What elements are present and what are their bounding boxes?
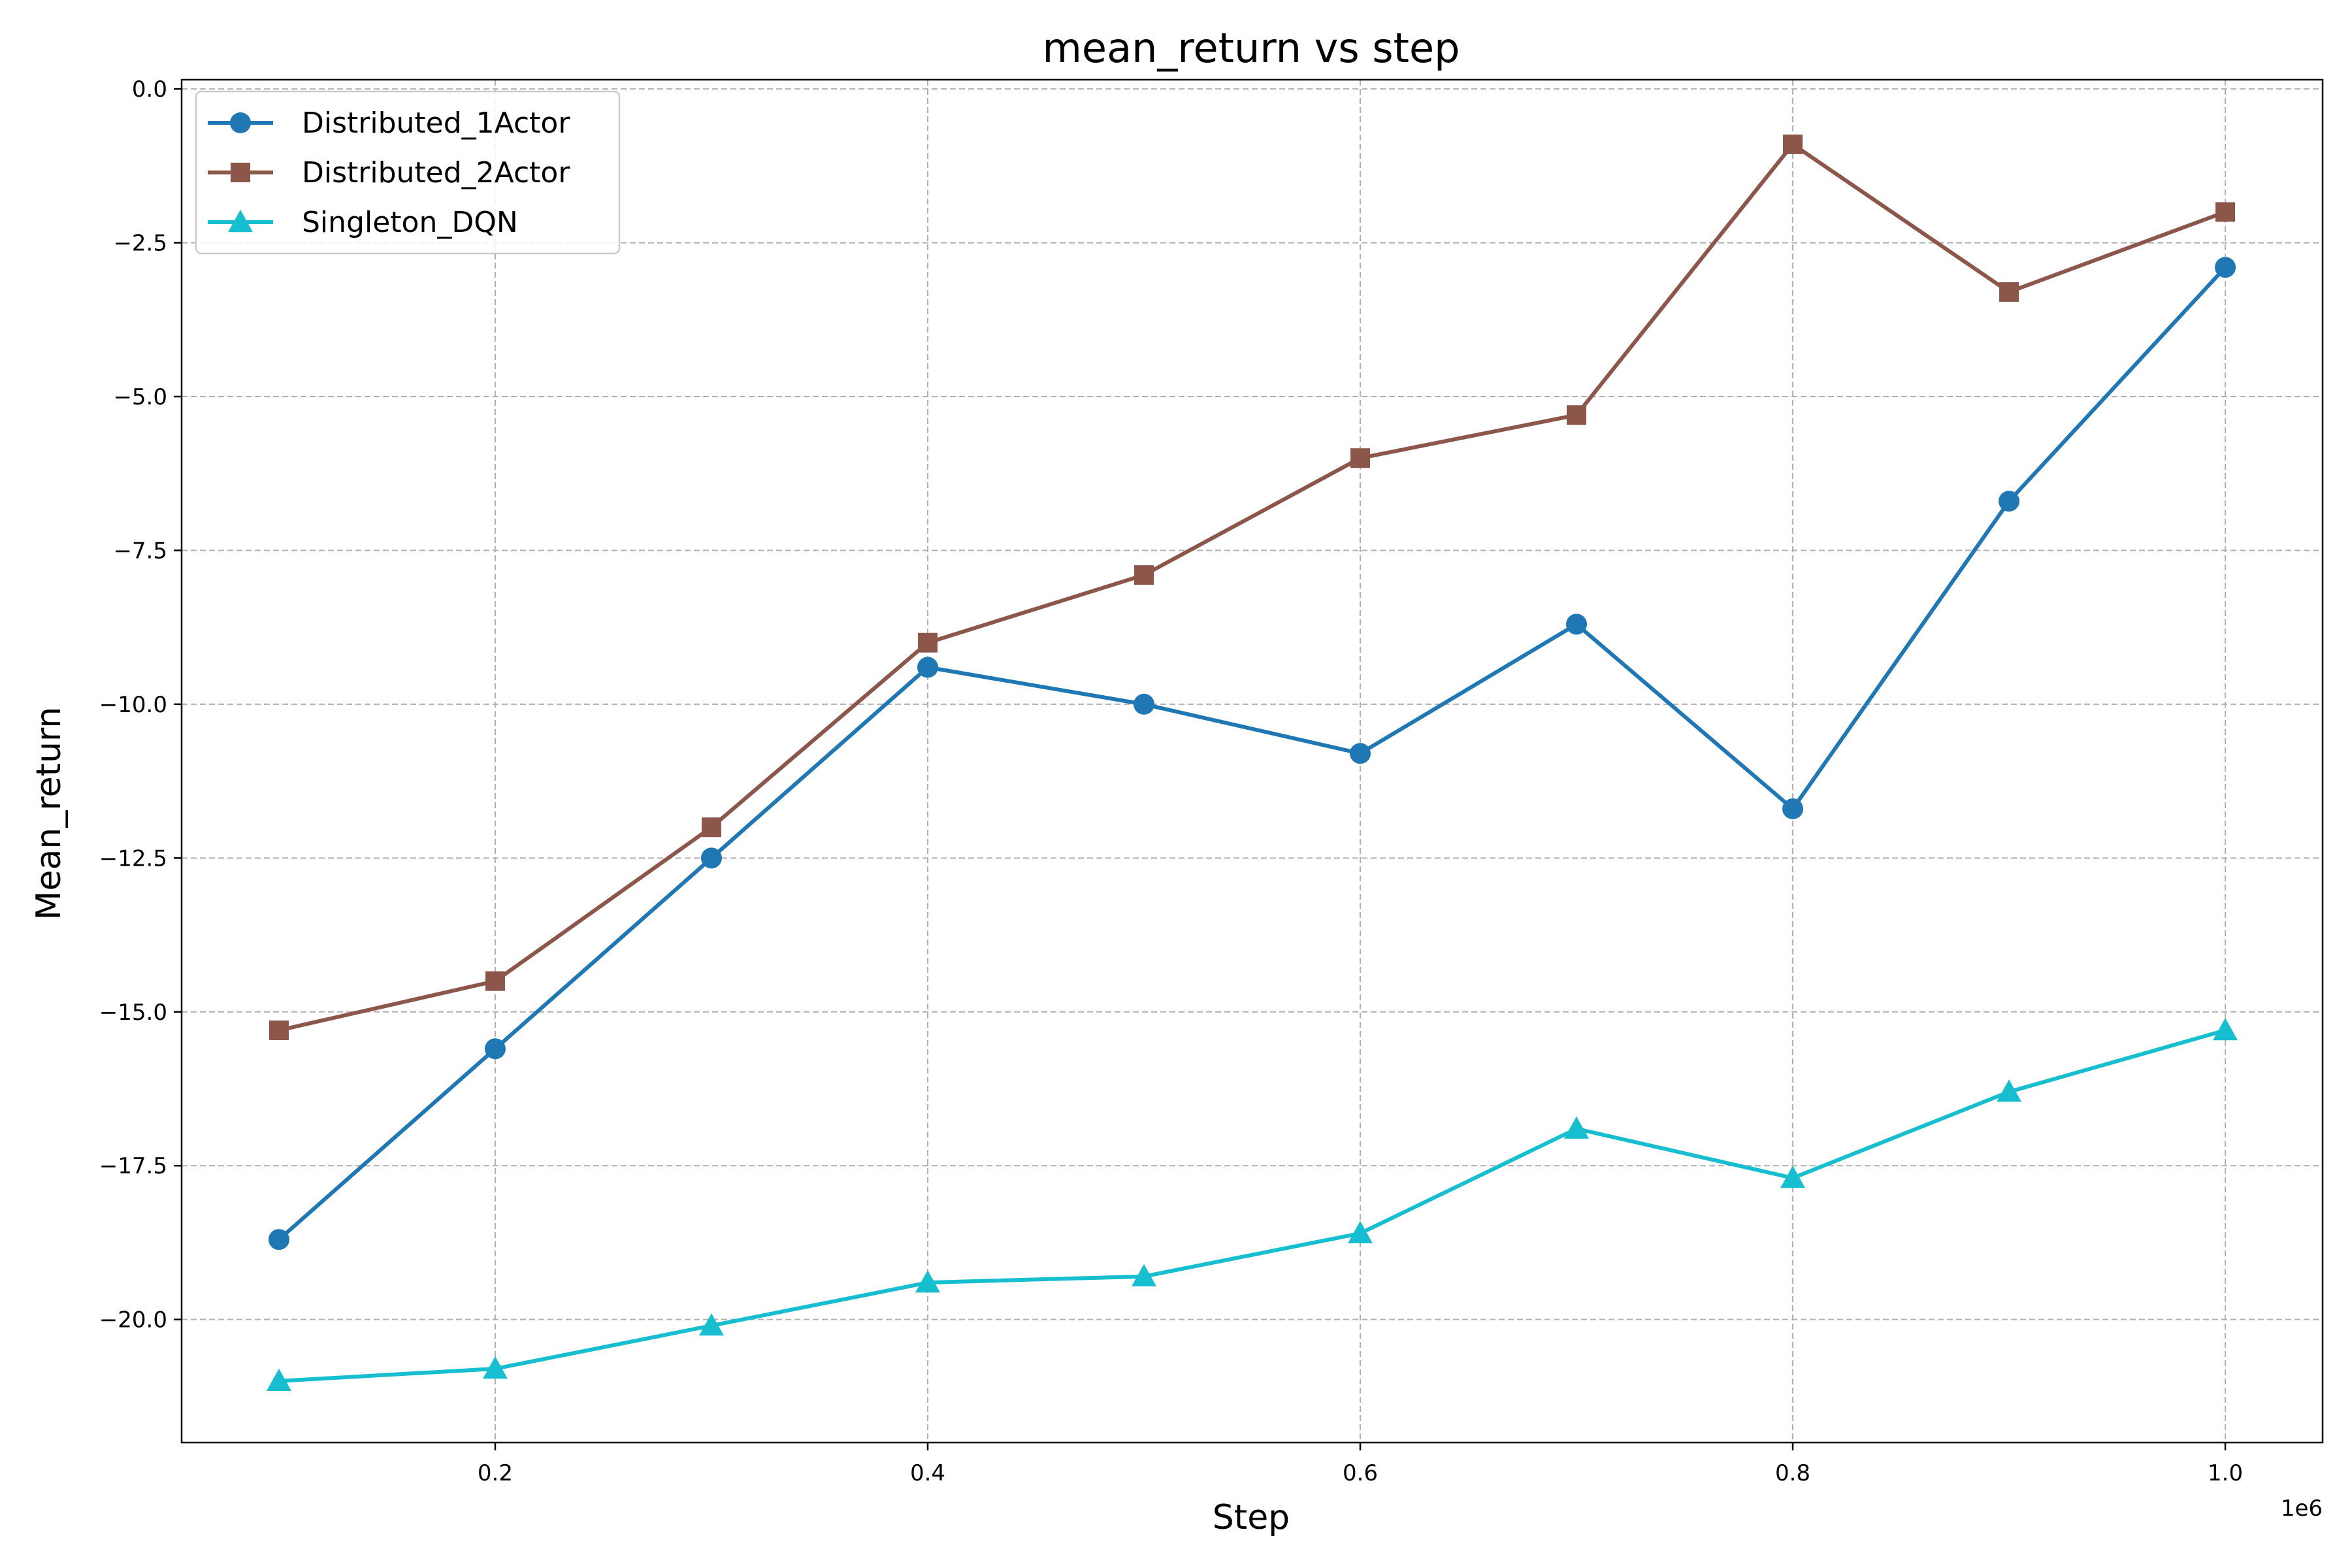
y-tick-label: −10.0	[99, 692, 167, 718]
x-axis-title: Step	[1213, 1498, 1290, 1537]
legend-item-singleton-dqn: Singleton_DQN	[208, 206, 518, 239]
y-tick-label: −15.0	[99, 1000, 167, 1026]
data-point-distributed-1actor	[268, 1229, 289, 1250]
legend-box	[195, 90, 621, 255]
data-point-distributed-2actor	[917, 632, 938, 653]
legend-marker-singleton-dqn	[228, 210, 253, 233]
series-singleton-dqn	[266, 1018, 2238, 1392]
y-axis-title: Mean_return	[29, 707, 69, 921]
data-point-distributed-1actor	[2215, 257, 2236, 278]
data-point-distributed-1actor	[917, 657, 938, 678]
data-point-distributed-1actor	[1133, 693, 1154, 715]
x-axis-offset-label: 1e6	[2281, 1495, 2323, 1522]
data-point-distributed-2actor	[1783, 134, 1803, 154]
legend-item-distributed-2actor: Distributed_2Actor	[208, 156, 570, 189]
series-layer	[266, 134, 2238, 1392]
y-tick-label: −17.5	[99, 1153, 167, 1179]
data-point-singleton-dqn	[1131, 1264, 1156, 1286]
data-point-singleton-dqn	[698, 1313, 724, 1336]
data-point-distributed-1actor	[1999, 491, 2020, 512]
plot-frame	[180, 78, 2324, 1444]
data-point-distributed-2actor	[1567, 405, 1587, 425]
x-tick-label: 0.8	[1775, 1460, 1810, 1486]
series-distributed-2actor	[269, 134, 2236, 1041]
data-point-singleton-dqn	[266, 1368, 291, 1392]
y-tick-label: −12.5	[99, 845, 167, 872]
data-point-distributed-1actor	[484, 1038, 506, 1060]
data-point-distributed-1actor	[1350, 743, 1371, 764]
series-distributed-1actor	[268, 257, 2236, 1250]
x-tick-label: 0.4	[910, 1460, 945, 1486]
y-tick-label: −2.5	[113, 231, 167, 257]
x-tick-label: 1.0	[2208, 1460, 2243, 1486]
data-point-distributed-2actor	[2215, 202, 2236, 222]
legend-label-singleton-dqn: Singleton_DQN	[302, 206, 518, 239]
legend-label-distributed-1actor: Distributed_1Actor	[302, 106, 570, 140]
chart-title: mean_return vs step	[1043, 24, 1460, 72]
data-point-distributed-2actor	[269, 1021, 289, 1041]
data-point-singleton-dqn	[1780, 1166, 1806, 1188]
x-tick-label: 0.6	[1343, 1460, 1378, 1486]
data-point-singleton-dqn	[915, 1270, 940, 1293]
data-point-distributed-2actor	[701, 817, 721, 838]
data-point-distributed-1actor	[1566, 613, 1588, 635]
series-line-singleton-dqn	[276, 1028, 2228, 1383]
y-tick-label: −20.0	[99, 1307, 167, 1333]
legend-label-distributed-2actor: Distributed_2Actor	[302, 156, 570, 189]
data-point-singleton-dqn	[2213, 1018, 2238, 1041]
legend-marker-distributed-2actor	[231, 163, 250, 182]
data-point-distributed-2actor	[1350, 448, 1371, 468]
data-point-singleton-dqn	[1564, 1116, 1590, 1139]
legend: Distributed_1Actor Distributed_2Actor Sing…	[195, 90, 621, 255]
series-line-distributed-2actor	[276, 142, 2228, 1033]
data-point-distributed-2actor	[485, 971, 505, 991]
data-point-singleton-dqn	[482, 1356, 508, 1379]
data-point-singleton-dqn	[1348, 1220, 1373, 1244]
data-point-distributed-2actor	[1134, 565, 1154, 585]
data-point-distributed-2actor	[1999, 282, 2019, 302]
x-tick-label: 0.2	[478, 1460, 513, 1486]
y-tick-label: −5.0	[113, 384, 167, 410]
data-point-singleton-dqn	[1997, 1079, 2022, 1102]
legend-item-distributed-1actor: Distributed_1Actor	[208, 106, 570, 140]
legend-marker-distributed-1actor	[230, 112, 251, 133]
x-axis-ticks: 0.2 0.4 0.6 0.8 1.0	[478, 1443, 2243, 1486]
data-point-distributed-1actor	[1782, 798, 1804, 819]
y-tick-label: −7.5	[113, 538, 167, 564]
series-line-distributed-1actor	[276, 265, 2228, 1242]
y-axis-ticks: 0.0 −2.5 −5.0 −7.5 −10.0 −12.5 −15.0 −17.5 −20.0	[99, 76, 182, 1333]
data-point-distributed-1actor	[700, 847, 722, 869]
y-tick-label: 0.0	[132, 76, 167, 103]
